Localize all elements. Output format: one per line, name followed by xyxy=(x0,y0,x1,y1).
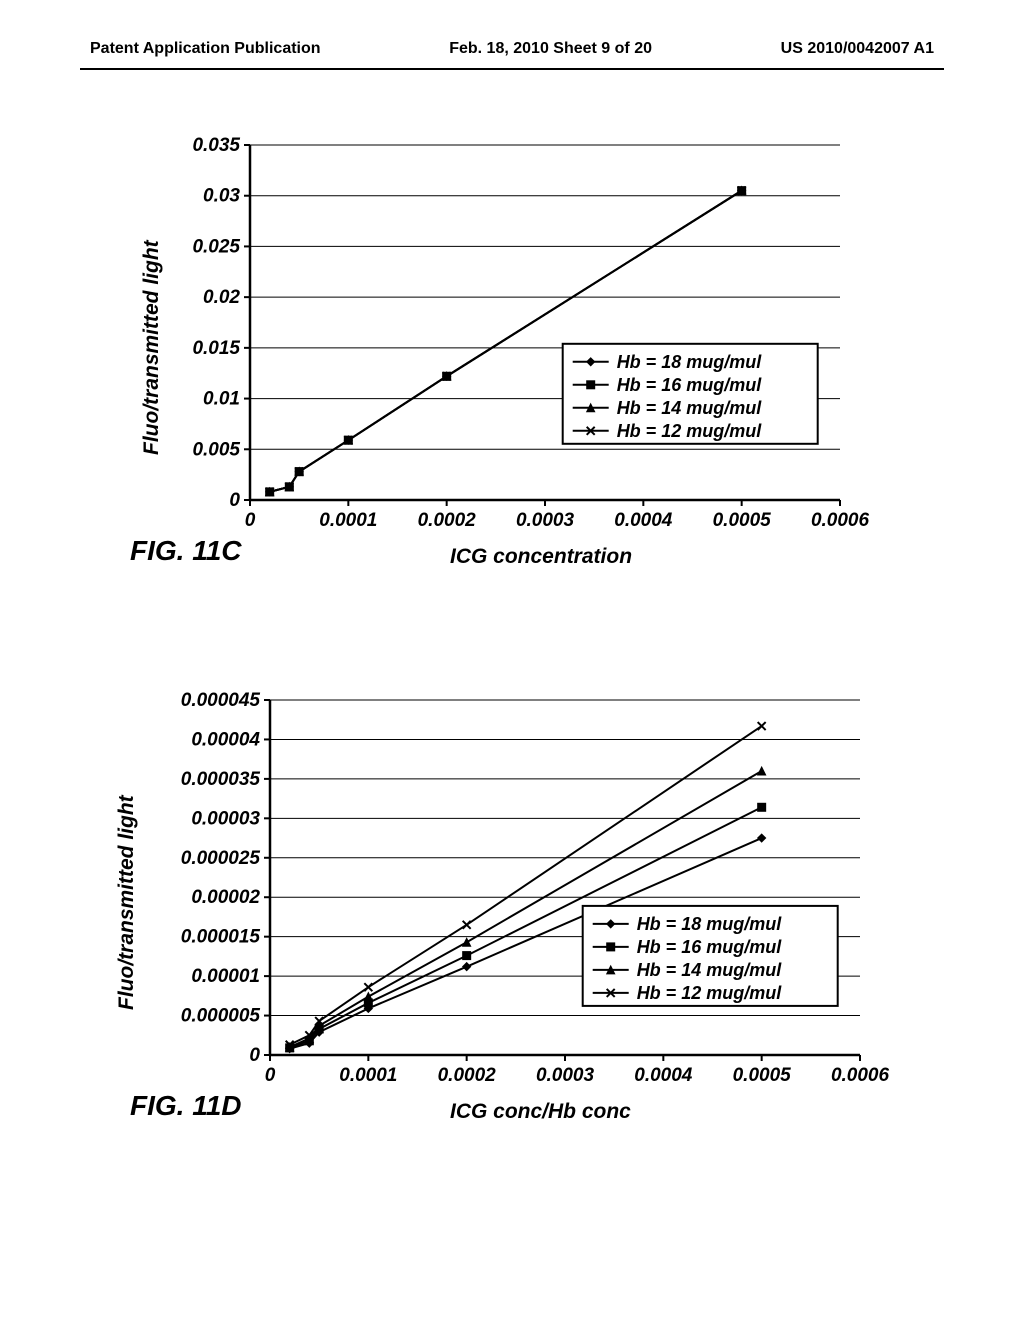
svg-text:0.015: 0.015 xyxy=(192,338,240,359)
svg-text:Hb = 12 mug/mul: Hb = 12 mug/mul xyxy=(637,983,783,1003)
svg-text:0.0004: 0.0004 xyxy=(634,1065,693,1086)
svg-text:0.0001: 0.0001 xyxy=(339,1065,397,1086)
chart2-xlabel: ICG conc/Hb conc xyxy=(450,1100,631,1124)
chart-11c-block: Fluo/transmitted light 0 0.0001 0.0002 0.00… xyxy=(130,130,890,550)
chart-11c-svg: 0 0.0001 0.0002 0.0003 0.0004 0.0005 0.0006 0 0.… xyxy=(130,130,890,550)
svg-text:0: 0 xyxy=(249,1045,260,1066)
svg-text:0: 0 xyxy=(245,510,256,531)
page-header: Patent Application Publication Feb. 18, … xyxy=(0,40,1024,58)
svg-text:0.00002: 0.00002 xyxy=(191,887,260,908)
svg-text:0.00004: 0.00004 xyxy=(191,729,260,750)
chart2-ylabel: Fluo/transmitted light xyxy=(115,795,139,1010)
svg-text:0.0001: 0.0001 xyxy=(319,510,377,531)
chart1-ylabel: Fluo/transmitted light xyxy=(140,240,164,455)
header-center: Feb. 18, 2010 Sheet 9 of 20 xyxy=(449,40,652,58)
svg-text:0.00001: 0.00001 xyxy=(191,966,260,987)
svg-text:0.025: 0.025 xyxy=(192,236,240,257)
svg-text:0.005: 0.005 xyxy=(192,439,240,460)
svg-text:0.02: 0.02 xyxy=(203,287,240,308)
chart1-figure-label: FIG. 11C xyxy=(130,535,242,567)
svg-text:0.0005: 0.0005 xyxy=(733,1065,792,1086)
svg-text:Hb = 16 mug/mul: Hb = 16 mug/mul xyxy=(617,375,763,395)
svg-text:Hb = 16 mug/mul: Hb = 16 mug/mul xyxy=(637,937,783,957)
svg-text:Hb = 12 mug/mul: Hb = 12 mug/mul xyxy=(617,421,763,441)
svg-text:0.000005: 0.000005 xyxy=(181,1006,261,1027)
svg-text:0.0002: 0.0002 xyxy=(418,510,477,531)
svg-text:0.000025: 0.000025 xyxy=(181,848,261,869)
header-left: Patent Application Publication xyxy=(90,40,321,58)
svg-text:0.0003: 0.0003 xyxy=(516,510,575,531)
svg-text:Hb = 14 mug/mul: Hb = 14 mug/mul xyxy=(637,960,783,980)
svg-text:Hb = 18 mug/mul: Hb = 18 mug/mul xyxy=(637,914,783,934)
header-rule xyxy=(80,68,944,70)
svg-text:0.0003: 0.0003 xyxy=(536,1065,595,1086)
svg-text:0.0006: 0.0006 xyxy=(811,510,870,531)
svg-text:Hb = 18 mug/mul: Hb = 18 mug/mul xyxy=(617,352,763,372)
svg-text:0.00003: 0.00003 xyxy=(191,808,260,829)
chart2-figure-label: FIG. 11D xyxy=(130,1090,242,1122)
svg-text:0.0005: 0.0005 xyxy=(713,510,772,531)
svg-text:0.000015: 0.000015 xyxy=(181,927,261,948)
svg-text:0.000035: 0.000035 xyxy=(181,769,261,790)
svg-text:0.000045: 0.000045 xyxy=(181,690,261,711)
svg-text:0.03: 0.03 xyxy=(203,186,240,207)
svg-text:0.0004: 0.0004 xyxy=(614,510,673,531)
svg-text:0.01: 0.01 xyxy=(203,389,240,410)
header-right: US 2010/0042007 A1 xyxy=(781,40,934,58)
chart-11d-svg: 0 0.0001 0.0002 0.0003 0.0004 0.0005 0.0006 0 0.… xyxy=(130,685,890,1105)
svg-text:0: 0 xyxy=(265,1065,276,1086)
svg-text:0.035: 0.035 xyxy=(192,135,240,156)
svg-text:0.0006: 0.0006 xyxy=(831,1065,890,1086)
chart1-xlabel: ICG concentration xyxy=(450,545,632,569)
svg-text:0: 0 xyxy=(229,490,240,511)
svg-text:0.0002: 0.0002 xyxy=(438,1065,497,1086)
chart-11d-block: Fluo/transmitted light 00.00010.00020.00… xyxy=(130,685,890,1105)
svg-text:Hb = 14 mug/mul: Hb = 14 mug/mul xyxy=(617,398,763,418)
